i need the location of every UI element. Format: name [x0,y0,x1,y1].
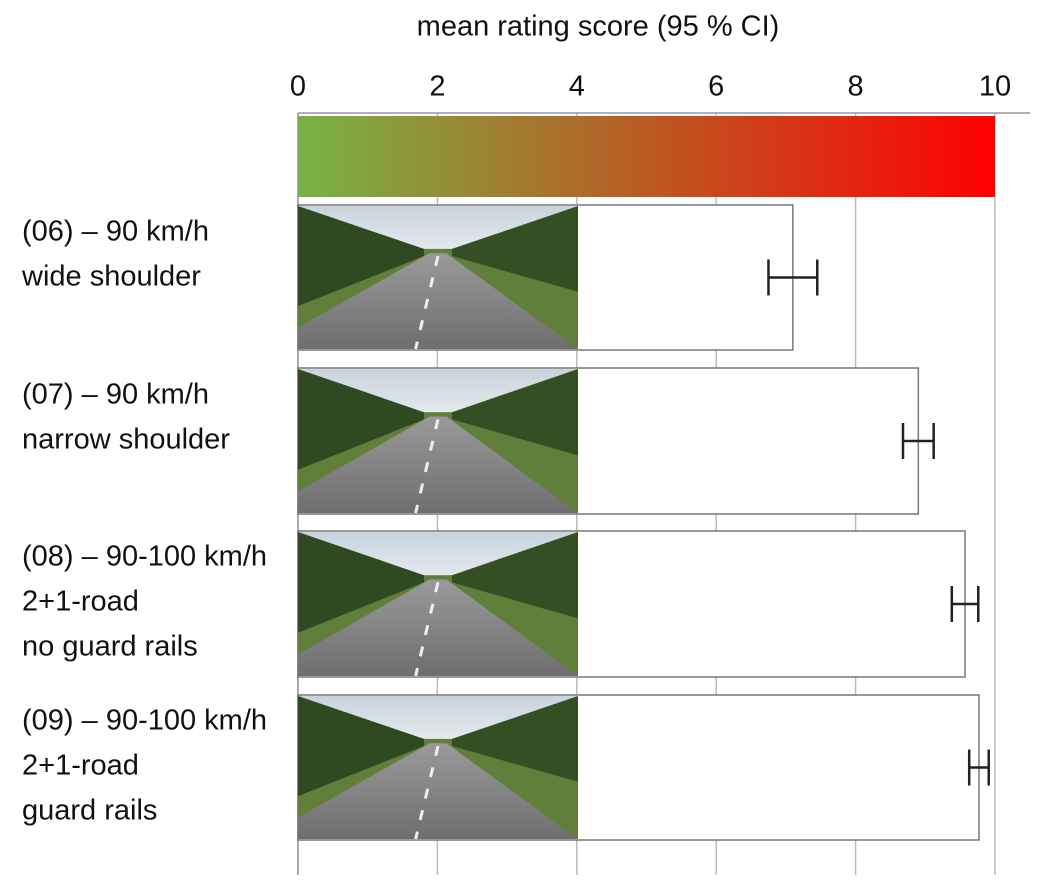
road-photo [298,206,578,350]
y-tick-label: (07) – 90 km/h [22,379,209,411]
photo-trees-right [452,206,578,292]
y-tick-label: 2+1-road [22,750,139,782]
x-tick-label: 2 [429,71,445,103]
y-tick-label: no guard rails [22,631,198,663]
photo-road [298,743,578,839]
photo-trees-left [298,206,424,307]
y-tick-label: (08) – 90-100 km/h [22,541,267,573]
y-tick-label: wide shoulder [21,261,201,293]
y-tick-label: (09) – 90-100 km/h [22,705,267,737]
photo-trees-left [298,369,424,470]
x-tick-label: 0 [290,71,306,103]
road-photo [298,532,578,677]
colorbar [298,116,995,197]
photo-trees-right [452,369,578,456]
photo-centerline [414,745,440,840]
photo-centerline [414,255,440,350]
photo-road [298,416,578,513]
y-tick-label: narrow shoulder [22,424,230,456]
photo-trees-left [298,532,424,633]
y-tick-label: guard rails [22,795,157,827]
x-tick-label: 10 [979,71,1011,103]
y-tick-label: 2+1-road [22,586,139,618]
photo-centerline [414,419,440,514]
x-tick-label: 6 [708,71,724,103]
x-tick-label: 8 [848,71,864,103]
y-tick-label: (06) – 90 km/h [22,216,209,248]
photo-road [298,579,578,676]
photo-road [298,253,578,349]
photo-trees-right [452,696,578,782]
photo-centerline [414,582,440,677]
photo-trees-right [452,532,578,619]
photo-trees-left [298,696,424,797]
chart-title: mean rating score (95 % CI) [417,11,780,43]
road-photo [298,696,578,840]
x-tick-label: 4 [569,71,585,103]
road-photo [298,369,578,514]
